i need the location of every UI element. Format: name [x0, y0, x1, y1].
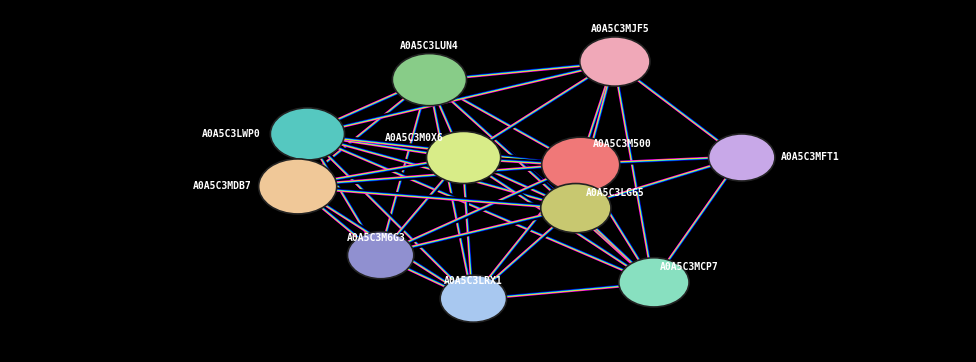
Ellipse shape: [440, 275, 507, 322]
Text: A0A5C3MFT1: A0A5C3MFT1: [781, 152, 839, 163]
Text: A0A5C3MDB7: A0A5C3MDB7: [193, 181, 252, 191]
Ellipse shape: [259, 159, 337, 214]
Ellipse shape: [580, 37, 650, 86]
Ellipse shape: [541, 184, 611, 233]
Text: A0A5C3M0X6: A0A5C3M0X6: [386, 132, 444, 143]
Ellipse shape: [427, 131, 501, 184]
Ellipse shape: [347, 232, 414, 279]
Ellipse shape: [392, 54, 467, 106]
Ellipse shape: [709, 134, 775, 181]
Text: A0A5C3LWP0: A0A5C3LWP0: [202, 129, 261, 139]
Text: A0A5C3MCP7: A0A5C3MCP7: [660, 262, 718, 272]
Text: A0A5C3LUN4: A0A5C3LUN4: [400, 41, 459, 51]
Ellipse shape: [542, 137, 620, 192]
Text: A0A5C3M500: A0A5C3M500: [592, 139, 651, 149]
Ellipse shape: [619, 258, 689, 307]
Ellipse shape: [270, 108, 345, 160]
Text: A0A5C3LG65: A0A5C3LG65: [586, 188, 644, 198]
Text: A0A5C3MJF5: A0A5C3MJF5: [590, 24, 649, 34]
Text: A0A5C3M6G3: A0A5C3M6G3: [346, 233, 405, 243]
Text: A0A5C3LRX1: A0A5C3LRX1: [444, 276, 503, 286]
